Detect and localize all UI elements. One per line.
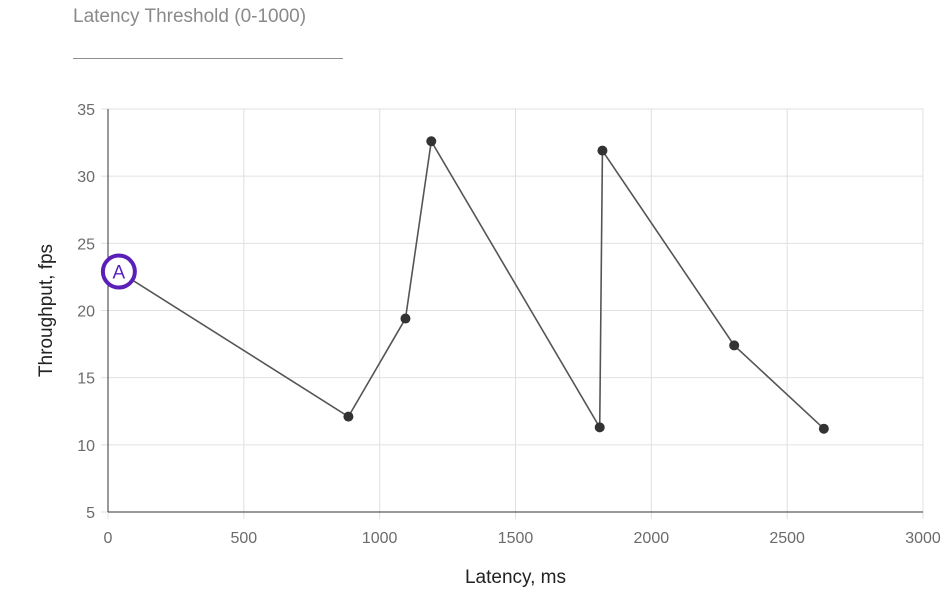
data-point [594,422,605,433]
x-axis-title: Latency, ms [465,567,566,588]
x-tick-label: 1000 [362,530,398,547]
chart-axes [107,109,923,513]
y-tick-label: 20 [77,304,95,321]
x-axis-ticks: 0 500 1000 1500 2000 2500 3000 [104,530,941,547]
annotation-label: A [113,263,126,284]
x-tick-label: 3000 [905,530,941,547]
data-point [597,145,608,156]
y-axis-title: Throughput, fps [36,244,57,377]
latency-threshold-field[interactable] [73,2,343,59]
latency-threshold-input[interactable] [73,2,343,28]
y-axis-ticks: 5 10 15 20 25 30 35 [77,102,95,522]
y-tick-label: 15 [77,371,95,388]
x-tick-label: 2500 [769,530,805,547]
data-point [426,136,437,147]
series-line [118,138,825,431]
y-tick-label: 10 [77,438,95,455]
y-tick-label: 5 [86,505,95,522]
x-tick-label: 0 [104,530,113,547]
annotation-layer: A [100,253,137,290]
data-point [818,423,829,434]
y-tick-label: 30 [77,169,95,186]
data-point [343,411,354,422]
x-tick-label: 500 [230,530,257,547]
y-tick-label: 25 [77,236,95,253]
y-tick-label: 35 [77,102,95,119]
x-tick-label: 1500 [498,530,534,547]
chart-grid [101,108,924,519]
data-point [400,313,411,324]
annotation-marker [100,253,137,290]
x-tick-label: 2000 [634,530,670,547]
data-point [729,340,740,351]
series-layer [118,136,829,434]
